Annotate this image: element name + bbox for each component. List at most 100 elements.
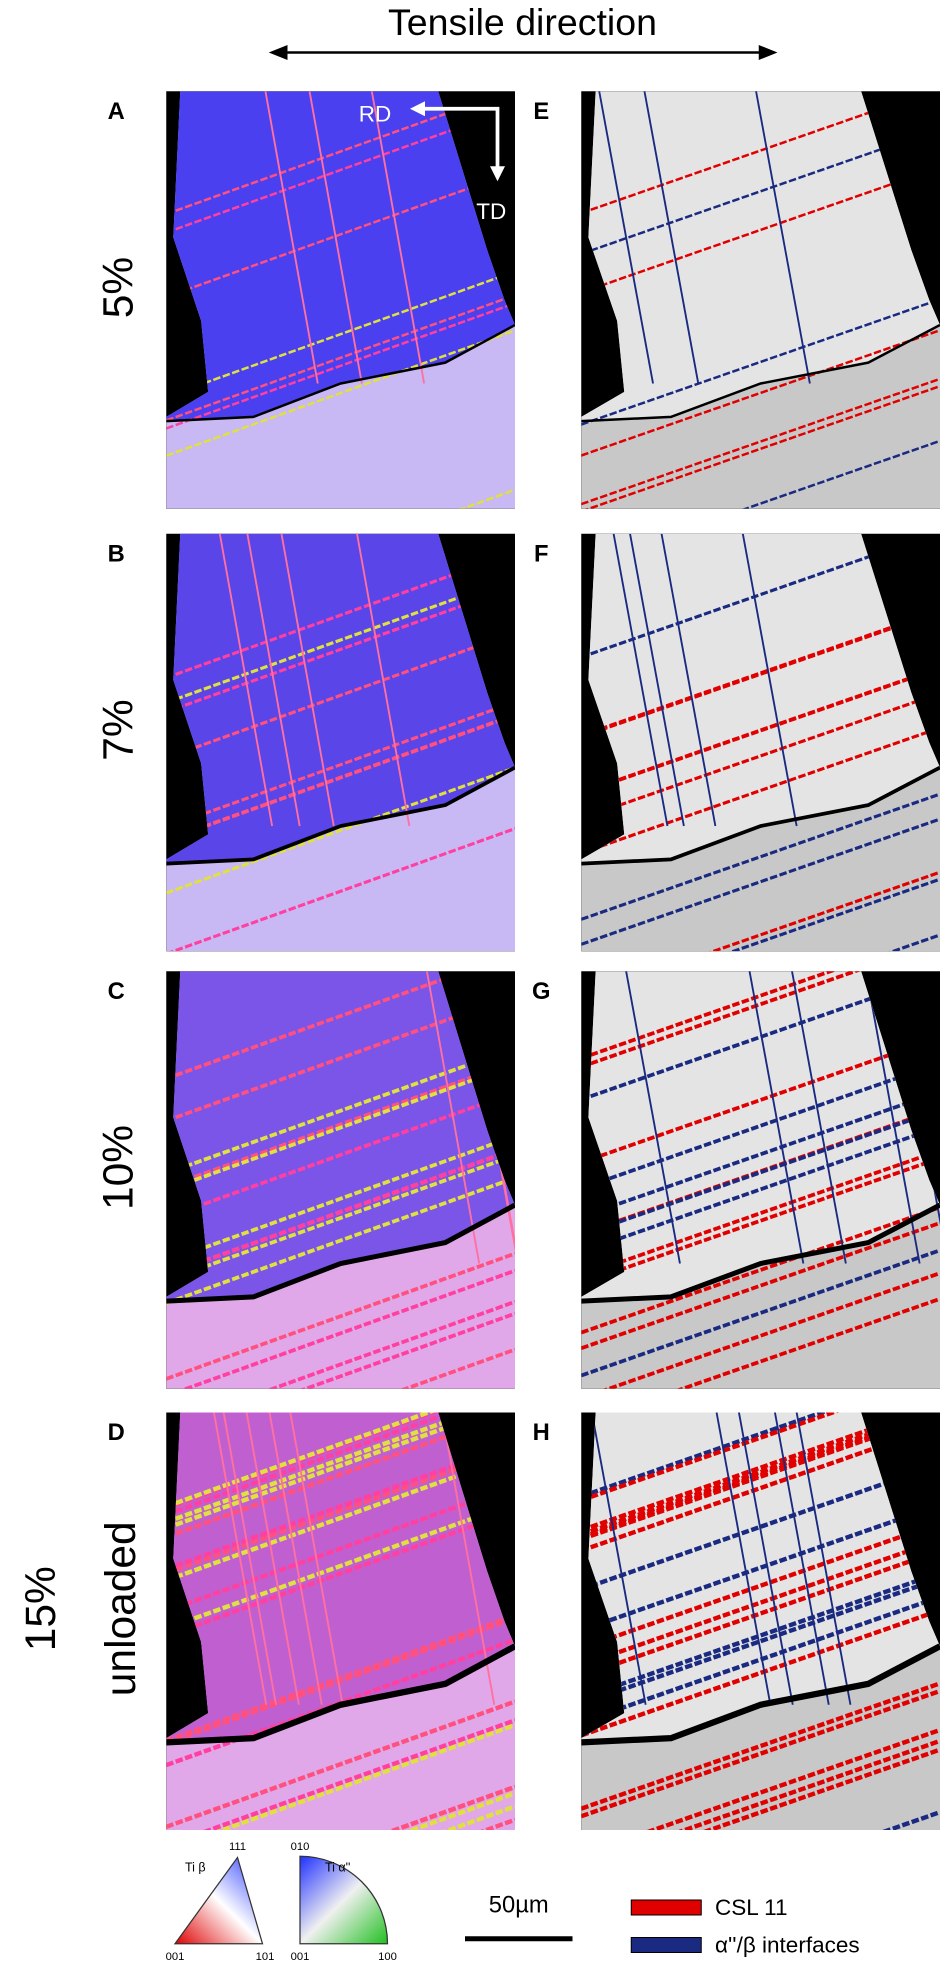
cross-line (629, 533, 685, 827)
twin-line (166, 106, 515, 234)
twin-line (166, 1613, 515, 1743)
twin-line (166, 1508, 515, 1639)
twin-line (166, 1718, 515, 1831)
legend-swatch (630, 1899, 702, 1916)
twin-line (166, 827, 515, 952)
twin-line (166, 1153, 515, 1283)
twin-line (166, 302, 515, 430)
cross-line (864, 971, 921, 1264)
cross-line (755, 91, 811, 384)
twin-line (581, 1727, 940, 1831)
twin-line (581, 1548, 940, 1679)
cross-line (356, 533, 411, 827)
cross-line (590, 1412, 647, 1705)
twin-line (581, 1537, 940, 1668)
cross-line (598, 91, 654, 384)
twin-line (581, 384, 940, 509)
twin-line (581, 1462, 940, 1592)
cross-line (795, 1412, 852, 1705)
panel-label: G (532, 978, 550, 1005)
twin-line (581, 329, 940, 457)
twin-line (166, 1441, 515, 1572)
twin-line (166, 1134, 515, 1264)
twin-line (166, 1090, 515, 1220)
grains (581, 533, 940, 952)
twin-line (166, 270, 515, 398)
twin-line (166, 1616, 515, 1746)
twin-line (166, 1063, 515, 1192)
ipf-corner: 111 (229, 1841, 246, 1853)
ebsd-map (581, 971, 940, 1389)
grain-boundary (166, 323, 515, 423)
grain-boundary (581, 1202, 940, 1304)
ipf-beta-triangle (173, 1856, 264, 1945)
ebsd-map (581, 533, 940, 952)
panel-label: C (108, 978, 125, 1005)
ipf-corner: 010 (291, 1841, 310, 1853)
panel-label: E (533, 98, 549, 125)
cross-line (660, 533, 717, 827)
grains (581, 971, 940, 1389)
twin-line (581, 1681, 940, 1811)
cross-line (748, 971, 805, 1264)
twin-line (581, 877, 940, 952)
twin-line (581, 817, 940, 946)
upper-grain (166, 533, 515, 864)
twin-line (581, 1271, 940, 1389)
twin-line (581, 1148, 940, 1278)
cross-line (218, 533, 274, 827)
grain-boundary (581, 323, 940, 423)
twin-line (581, 1221, 940, 1350)
cross-line (774, 1412, 830, 1705)
twin-line (166, 575, 515, 705)
legend-swatch (630, 1937, 702, 1954)
grain-boundary (166, 765, 515, 866)
twin-line (581, 1747, 940, 1831)
twin-line (166, 1176, 515, 1305)
upper-grain (166, 971, 515, 1302)
row-sublabel: unloaded (98, 1521, 145, 1696)
grains (166, 1412, 515, 1831)
ebsd-map (166, 971, 515, 1389)
grain-boundary (166, 1202, 515, 1304)
twin-line (166, 1412, 515, 1531)
grains (581, 91, 940, 509)
legend: Ti β 001 101 111 Ti α'' 001 100 010 50µm… (166, 1841, 860, 1963)
cross-line (245, 1412, 300, 1705)
upper-grain (581, 533, 940, 864)
twin-line (166, 1722, 515, 1831)
ipf-corner: 101 (256, 1951, 275, 1963)
twin-line (581, 608, 940, 737)
twin-line (581, 1521, 940, 1651)
twin-line (166, 91, 515, 216)
twin-line (581, 1412, 940, 1499)
twin-line (166, 1268, 515, 1389)
twin-line (581, 439, 940, 509)
cross-line (791, 971, 847, 1264)
upper-grain (581, 91, 940, 422)
panel-label: D (108, 1419, 125, 1446)
row-label: 10% (96, 1125, 143, 1210)
twin-line (166, 1311, 515, 1389)
cross-line (425, 971, 481, 1264)
ebsd-map (166, 91, 515, 509)
twin-line (166, 294, 515, 422)
row-label: 15% (18, 1566, 65, 1651)
twin-line (166, 329, 515, 457)
twin-line (581, 1738, 940, 1831)
grains (166, 533, 515, 952)
twin-line (166, 1412, 515, 1517)
twin-line (166, 1299, 515, 1389)
ebsd-map (166, 1412, 515, 1831)
scale-bar-label: 50µm (489, 1892, 549, 1919)
twin-line (166, 631, 515, 760)
twin-line (581, 1248, 940, 1378)
legend-label: CSL 11 (715, 1895, 788, 1920)
twin-line (581, 971, 940, 1069)
twin-line (581, 1107, 940, 1237)
panel-label: H (533, 1419, 550, 1446)
cross-line (625, 971, 681, 1264)
twin-line (581, 1297, 940, 1389)
twin-line (166, 1453, 515, 1583)
cross-line (643, 91, 700, 384)
